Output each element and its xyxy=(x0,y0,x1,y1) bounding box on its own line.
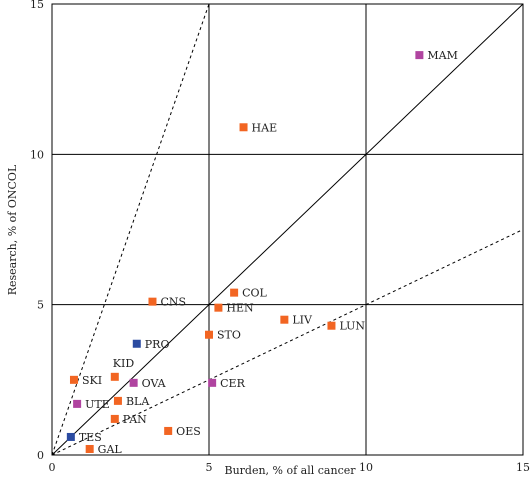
data-label-kid: KID xyxy=(113,357,135,370)
y-tick-label: 10 xyxy=(30,148,44,161)
data-label-gal: GAL xyxy=(98,443,123,456)
data-point-tes xyxy=(66,432,75,441)
data-point-oes xyxy=(164,426,173,435)
plot-frame xyxy=(51,3,524,456)
data-label-ute: UTE xyxy=(85,398,110,411)
data-label-oes: OES xyxy=(176,425,201,438)
y-tick-label: 0 xyxy=(37,449,44,462)
data-label-ova: OVA xyxy=(142,377,167,390)
data-label-pan: PAN xyxy=(123,413,147,426)
data-point-cns xyxy=(148,297,157,306)
data-point-lun xyxy=(327,321,336,330)
data-point-hae xyxy=(239,123,248,132)
data-point-pan xyxy=(110,414,119,423)
data-point-gal xyxy=(85,444,94,453)
data-point-hen xyxy=(214,303,223,312)
data-label-hae: HAE xyxy=(252,121,278,134)
data-label-col: COL xyxy=(242,287,267,300)
x-axis-title: Burden, % of all cancer xyxy=(224,464,356,477)
data-label-pro: PRO xyxy=(145,338,170,351)
data-point-cer xyxy=(208,378,217,387)
dashed-reference-line xyxy=(51,3,210,456)
data-label-cns: CNS xyxy=(160,296,186,309)
data-point-mam xyxy=(415,51,424,60)
data-labels: MAM HAE CNS COL HEN LIV LUN STO PRO KID SKI OVA CER B… xyxy=(79,49,458,456)
axes: 0 5 10 15 0 5 10 15 xyxy=(30,0,530,474)
data-point-ski xyxy=(69,375,78,384)
y-tick-label: 5 xyxy=(37,299,44,312)
x-tick-label: 15 xyxy=(516,461,530,474)
data-label-mam: MAM xyxy=(427,49,457,62)
data-point-pro xyxy=(132,339,141,348)
data-label-hen: HEN xyxy=(226,302,254,315)
data-label-tes: TES xyxy=(79,431,102,444)
data-point-bla xyxy=(113,396,122,405)
data-point-ova xyxy=(129,378,138,387)
data-label-lun: LUN xyxy=(339,320,365,333)
data-label-sto: STO xyxy=(217,329,241,342)
parity-line xyxy=(51,3,524,456)
y-axis-title: Research, % of ONCOL xyxy=(6,164,19,295)
data-label-bla: BLA xyxy=(126,395,150,408)
x-tick-label: 10 xyxy=(359,461,373,474)
data-label-cer: CER xyxy=(220,377,245,390)
data-label-ski: SKI xyxy=(82,374,102,387)
data-point-kid xyxy=(110,372,119,381)
data-label-liv: LIV xyxy=(292,314,313,327)
data-point-ute xyxy=(73,399,82,408)
x-tick-label: 5 xyxy=(206,461,213,474)
data-point-sto xyxy=(205,330,213,339)
reference-lines xyxy=(51,3,524,456)
y-tick-label: 15 xyxy=(30,0,44,11)
data-point-col xyxy=(230,288,239,297)
data-points xyxy=(66,51,424,453)
data-point-liv xyxy=(280,315,289,324)
x-tick-label: 0 xyxy=(49,461,56,474)
